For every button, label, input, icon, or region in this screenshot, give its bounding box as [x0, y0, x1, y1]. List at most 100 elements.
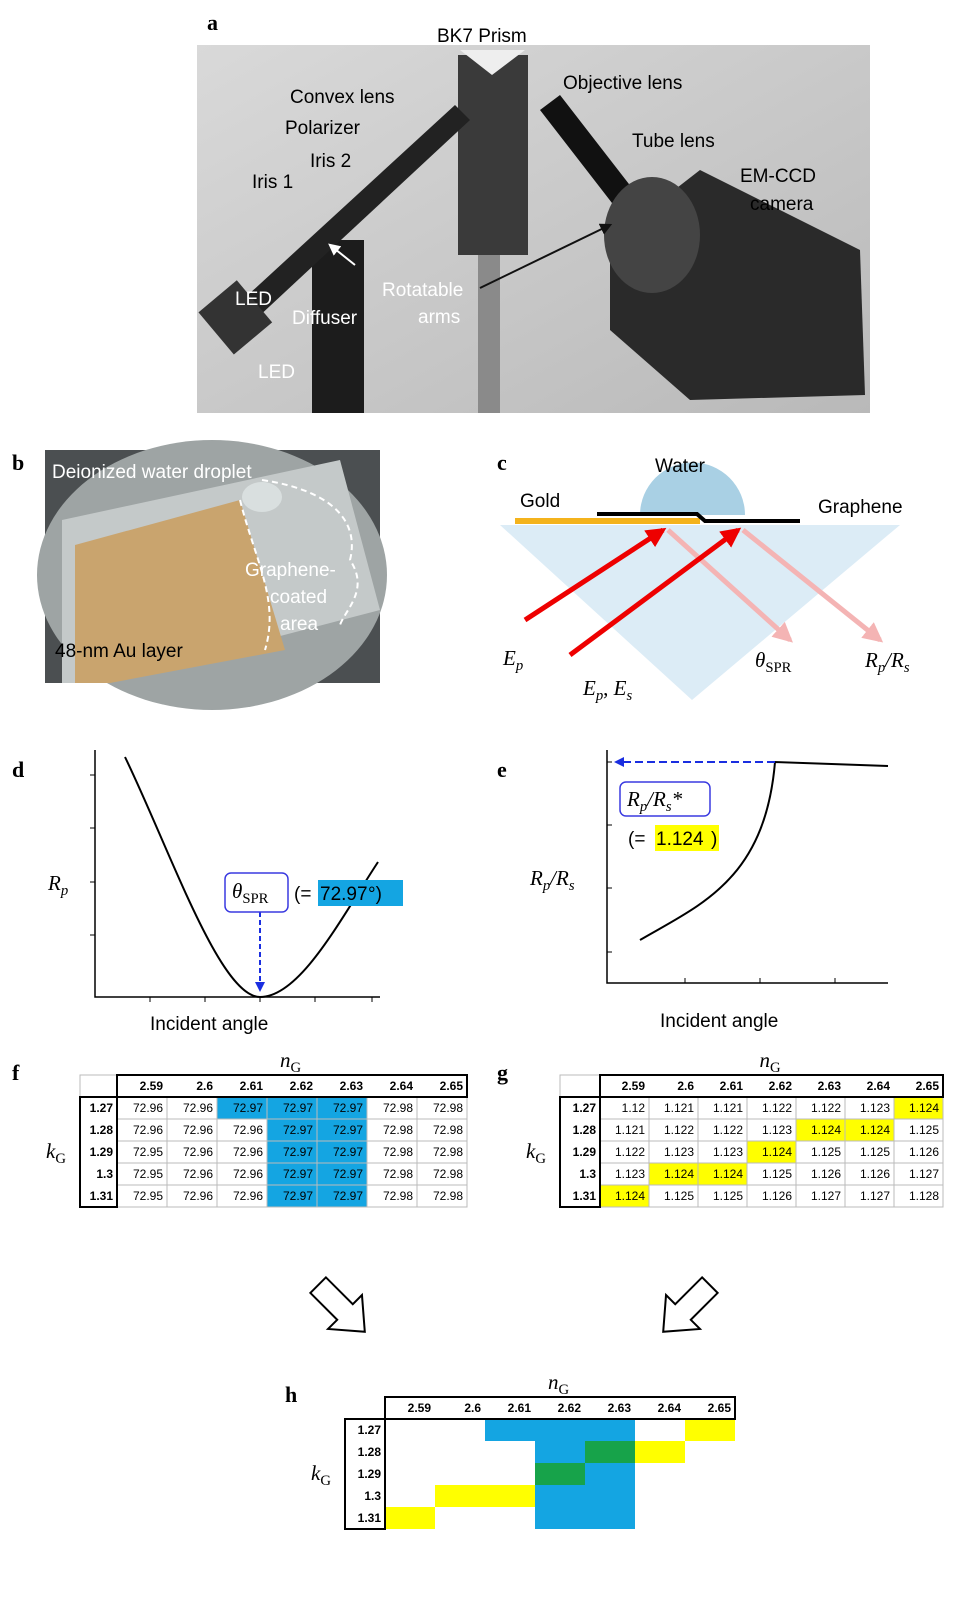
- column-header: 2.61: [240, 1079, 264, 1093]
- highlight-cell: [585, 1441, 635, 1463]
- graphene: [597, 512, 800, 523]
- cell: 72.98: [383, 1189, 413, 1203]
- pointer: [479, 223, 613, 289]
- panel-label: e: [497, 757, 507, 782]
- reflected-beam: [666, 528, 793, 643]
- highlight-cell: [698, 1163, 747, 1185]
- cell: 72.96: [183, 1189, 213, 1203]
- highlight-cell: [535, 1507, 585, 1529]
- column-label: nG: [548, 1370, 570, 1398]
- text-part: G: [535, 1151, 546, 1167]
- annotation-box: [619, 781, 711, 817]
- text-part: E: [613, 676, 627, 700]
- row-header: 1.31: [573, 1189, 597, 1203]
- column-header: 2.64: [658, 1401, 682, 1415]
- highlight-cell: [845, 1119, 894, 1141]
- cell: 1.128: [909, 1189, 939, 1203]
- annotation: Rotatable: [382, 280, 463, 301]
- row-header: 1.28: [573, 1123, 597, 1137]
- led: [198, 280, 273, 355]
- annotation: LED: [235, 289, 272, 310]
- cell: 72.98: [433, 1101, 463, 1115]
- row-header: 1.3: [364, 1489, 381, 1503]
- cell: 1.126: [860, 1167, 890, 1181]
- highlight-cell: [894, 1097, 943, 1119]
- annotation: Deionized water droplet: [52, 462, 252, 483]
- cell: 1.124: [909, 1101, 939, 1115]
- beam-label: Ep: [502, 646, 523, 674]
- highlight-cell: [435, 1485, 485, 1507]
- cell: 1.124: [811, 1123, 841, 1137]
- text-part: s: [627, 688, 633, 704]
- cell: 1.126: [811, 1167, 841, 1181]
- row-header: 1.29: [573, 1145, 597, 1159]
- highlight-cell: [585, 1419, 635, 1441]
- column-header: 2.65: [916, 1079, 940, 1093]
- cell: 1.12: [622, 1101, 646, 1115]
- cell: 1.121: [713, 1101, 743, 1115]
- water-drop: [640, 462, 745, 515]
- beam-label: Ep, Es: [582, 676, 633, 704]
- text-part: R: [47, 871, 61, 895]
- column-header: 2.62: [290, 1079, 314, 1093]
- annotation: (=: [294, 884, 311, 905]
- highlight-cell: [635, 1441, 685, 1463]
- header-frame: [79, 1096, 118, 1208]
- annotation: Convex lens: [290, 87, 395, 108]
- highlight-cell: [217, 1097, 267, 1119]
- value-highlight: [655, 825, 719, 851]
- x-axis-label: Incident angle: [660, 1011, 778, 1032]
- highlight-cell: [535, 1441, 585, 1463]
- text-part: s: [666, 799, 672, 815]
- column-header: 2.61: [508, 1401, 532, 1415]
- axes: [606, 750, 888, 984]
- droplet: [242, 482, 282, 512]
- row-header: 1.27: [573, 1101, 597, 1115]
- column-header: 2.64: [390, 1079, 414, 1093]
- text-part: R: [890, 648, 904, 672]
- column-header: 2.65: [440, 1079, 464, 1093]
- cell: 1.124: [762, 1145, 792, 1159]
- cell: 1.121: [615, 1123, 645, 1137]
- highlight-cell: [535, 1485, 585, 1507]
- panel-label: a: [207, 10, 218, 35]
- column-header: 2.59: [140, 1079, 164, 1093]
- highlight-cell: [649, 1163, 698, 1185]
- text-part: k: [311, 1461, 321, 1485]
- annotation: coated: [270, 587, 327, 608]
- highlight-cell: [317, 1141, 367, 1163]
- cell: 72.96: [133, 1123, 163, 1137]
- arm: [212, 105, 470, 345]
- highlight-cell: [796, 1119, 845, 1141]
- highlight-cell: [317, 1163, 367, 1185]
- text-part: p: [515, 658, 523, 674]
- cell: 72.96: [233, 1145, 263, 1159]
- panel-b: [37, 440, 387, 710]
- cell: 1.123: [860, 1101, 890, 1115]
- column-header: 2.63: [340, 1079, 364, 1093]
- cell: 72.97: [283, 1189, 313, 1203]
- text-part: SPR: [242, 891, 268, 907]
- column-header: 2.59: [622, 1079, 646, 1093]
- text-part: n: [280, 1048, 291, 1072]
- row-label: kG: [526, 1139, 546, 1167]
- annotation: Gold: [520, 491, 560, 512]
- panel-c: [500, 462, 900, 700]
- cell: 72.96: [233, 1189, 263, 1203]
- column-header: 2.63: [818, 1079, 842, 1093]
- cell: 1.125: [664, 1189, 694, 1203]
- text-part: θ: [755, 648, 765, 672]
- text-part: R: [555, 866, 569, 890]
- row-header: 1.28: [90, 1123, 114, 1137]
- prism: [460, 50, 525, 75]
- column-header: 2.63: [608, 1401, 632, 1415]
- column-header: 2.61: [720, 1079, 744, 1093]
- annotation: Graphene: [818, 497, 903, 518]
- highlight-cell: [267, 1163, 317, 1185]
- text-part: k: [526, 1139, 536, 1163]
- highlight-cell: [267, 1119, 317, 1141]
- cell: 72.97: [233, 1101, 263, 1115]
- row-header: 1.29: [90, 1145, 114, 1159]
- panel-label: c: [497, 450, 507, 475]
